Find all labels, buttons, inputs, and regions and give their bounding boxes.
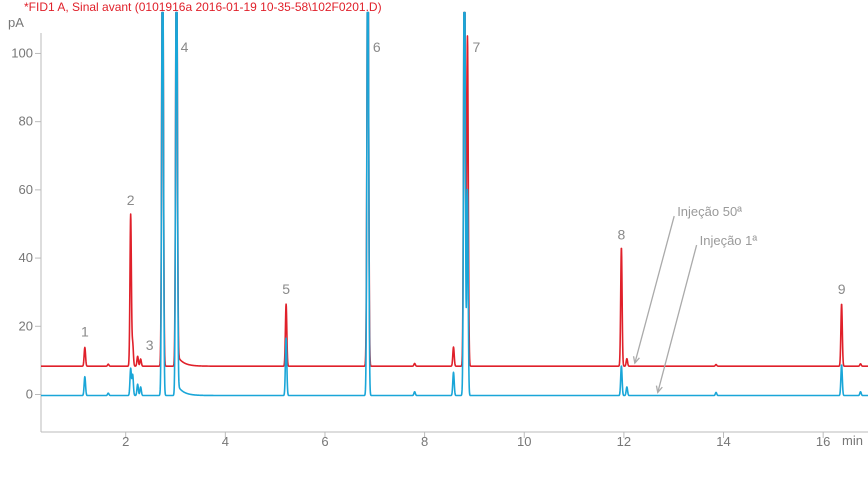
annotation-arrowhead xyxy=(655,385,663,394)
peak-label-9: 9 xyxy=(838,281,846,297)
annotation-label: Injeção 1ª xyxy=(700,233,758,248)
y-tick-label: 60 xyxy=(19,182,33,197)
peak-label-4: 4 xyxy=(181,39,189,55)
x-tick-label: 16 xyxy=(816,434,830,449)
peak-label-7: 7 xyxy=(473,39,481,55)
y-tick-label: 100 xyxy=(11,45,33,60)
annotation-label: Injeção 50ª xyxy=(677,204,742,219)
y-tick-label: 0 xyxy=(26,386,33,401)
y-tick-label: 80 xyxy=(19,114,33,129)
y-axis-label: pA xyxy=(8,15,24,30)
peak-label-2: 2 xyxy=(127,192,135,208)
x-tick-label: 12 xyxy=(617,434,631,449)
series-injection_50 xyxy=(40,11,868,367)
chart-title: *FID1 A, Sinal avant (0101916a 2016-01-1… xyxy=(24,0,382,14)
annotation-leader xyxy=(634,215,675,364)
peak-label-5: 5 xyxy=(282,281,290,297)
peak-label-8: 8 xyxy=(617,226,625,242)
x-tick-label: 10 xyxy=(517,434,531,449)
series-layer xyxy=(40,11,868,397)
peak-labels: 1 2 3 4 5 6 7 8 9 xyxy=(81,39,846,353)
y-tick-label: 40 xyxy=(19,250,33,265)
peak-label-3: 3 xyxy=(146,337,154,353)
x-axis-label: min xyxy=(842,433,863,448)
x-tick-label: 2 xyxy=(122,434,129,449)
x-tick-label: 6 xyxy=(321,434,328,449)
peak-label-6: 6 xyxy=(373,39,381,55)
y-tick-label: 20 xyxy=(19,318,33,333)
annotation-arrowhead xyxy=(632,356,640,365)
peak-label-1: 1 xyxy=(81,324,89,340)
x-tick-label: 8 xyxy=(421,434,428,449)
series-injection_1 xyxy=(40,11,868,397)
annotations: Injeção 50ª Injeção 1ª xyxy=(632,204,758,394)
x-tick-label: 14 xyxy=(716,434,730,449)
x-tick-label: 4 xyxy=(222,434,229,449)
annotation-leader xyxy=(657,244,698,393)
